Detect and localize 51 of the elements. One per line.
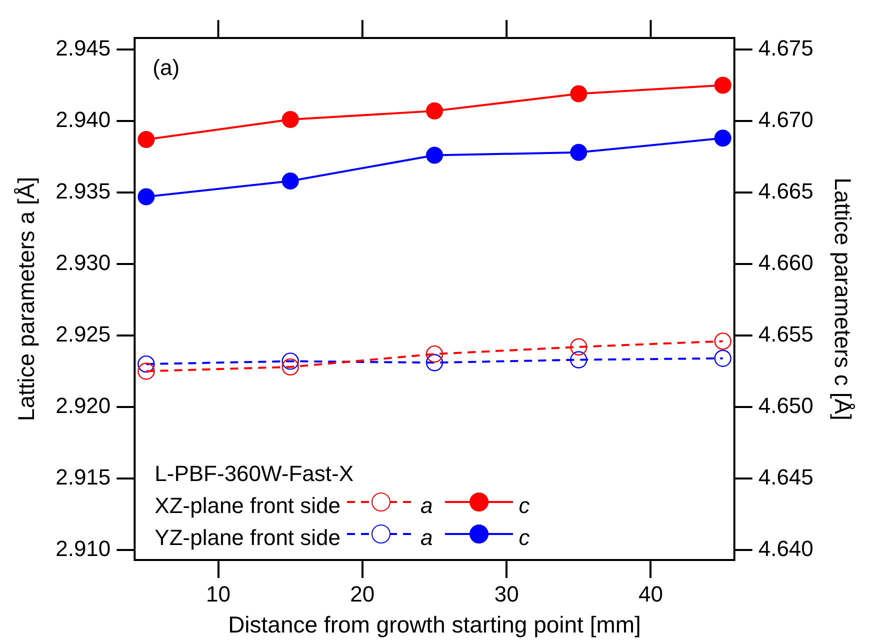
y2-tick-label: 4.660 (758, 250, 814, 276)
legend-label: c (518, 492, 531, 520)
point (282, 358, 299, 376)
x-axis-title: Distance from growth starting point [mm] (228, 612, 641, 638)
y-axis-title: Lattice parameters a [Å] (13, 176, 40, 422)
point (138, 362, 155, 380)
point (426, 354, 444, 372)
y2-tick-label: 4.640 (758, 536, 814, 562)
y-tick-label: 2.945 (56, 36, 111, 61)
point (714, 350, 732, 367)
point (714, 130, 732, 147)
y-tick-label: 2.915 (56, 464, 111, 490)
y-tick-label: 2.920 (56, 393, 111, 418)
y2-axis-title: Lattice parameters c [Å] (830, 178, 856, 420)
point (138, 355, 155, 373)
point (714, 332, 732, 350)
y-tick-label: 2.930 (56, 250, 111, 276)
annotation: YZ-plane front side (154, 524, 342, 552)
point (570, 338, 588, 356)
y-tick-label: 2.940 (56, 107, 111, 132)
point (138, 131, 155, 148)
point (282, 172, 299, 190)
y2-tick-label: 4.650 (758, 393, 814, 418)
legend-label: a (420, 492, 434, 520)
annotation: XZ-plane front side (154, 492, 342, 520)
point (282, 111, 299, 128)
y2-tick-label: 4.675 (758, 36, 814, 61)
y-tick-label: 2.935 (56, 178, 111, 204)
point (570, 144, 588, 161)
point (426, 146, 443, 164)
y2-tick-label: 4.670 (758, 107, 814, 132)
point (570, 85, 588, 102)
x-tick-label: 20 (350, 581, 375, 606)
x-tick-label: 10 (206, 581, 231, 606)
legend-label: a (420, 524, 434, 552)
x-tick-label: 40 (638, 581, 663, 606)
y2-tick-label: 4.665 (758, 178, 814, 204)
point (282, 352, 299, 370)
y2-tick-label: 4.645 (758, 464, 814, 490)
y-tick-label: 2.925 (56, 322, 111, 347)
point (426, 345, 444, 363)
legend-label: c (518, 524, 531, 552)
y2-tick-label: 4.655 (758, 322, 814, 347)
point (426, 102, 443, 120)
annotation: (a) (152, 55, 180, 80)
point (714, 76, 732, 94)
x-tick-label: 30 (494, 581, 519, 606)
point (138, 188, 155, 206)
y-tick-label: 2.910 (56, 536, 111, 562)
point (570, 351, 588, 368)
legend-title: L-PBF-360W-Fast-X (154, 460, 354, 488)
